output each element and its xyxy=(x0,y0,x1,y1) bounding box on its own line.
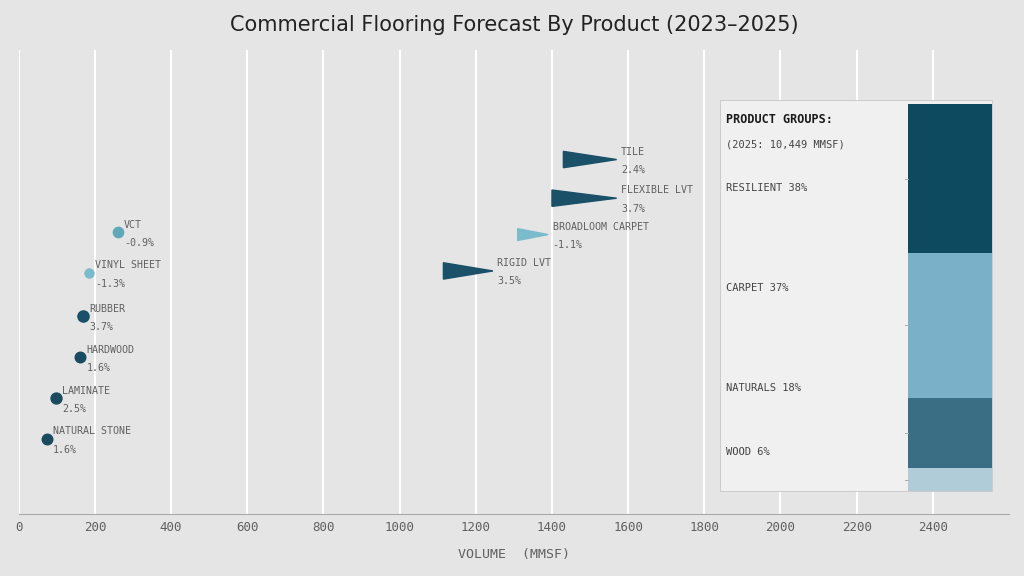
Point xyxy=(81,268,97,278)
Bar xyxy=(908,104,992,253)
Point xyxy=(73,353,89,362)
Bar xyxy=(908,397,992,468)
Point xyxy=(48,393,65,403)
Polygon shape xyxy=(443,263,493,279)
Text: 2.4%: 2.4% xyxy=(622,165,645,175)
Text: 1.5%: 1.5% xyxy=(892,165,915,175)
Text: RUBBER: RUBBER xyxy=(89,304,126,314)
Text: CARPET TILE: CARPET TILE xyxy=(892,147,957,157)
Point xyxy=(110,228,126,237)
Text: RIGID LVT: RIGID LVT xyxy=(498,258,552,268)
Polygon shape xyxy=(552,190,616,206)
Polygon shape xyxy=(834,151,887,168)
Text: 2.5%: 2.5% xyxy=(62,404,86,414)
Point xyxy=(39,434,55,444)
Text: 1.6%: 1.6% xyxy=(87,363,111,373)
Text: -1.1%: -1.1% xyxy=(553,240,583,250)
Title: Commercial Flooring Forecast By Product (2023–2025): Commercial Flooring Forecast By Product … xyxy=(229,15,798,35)
Text: -0.9%: -0.9% xyxy=(124,238,154,248)
Text: 3.7%: 3.7% xyxy=(622,204,645,214)
Text: NATURALS 18%: NATURALS 18% xyxy=(726,383,802,393)
Text: TILE: TILE xyxy=(622,147,645,157)
Text: 3.5%: 3.5% xyxy=(498,276,521,286)
Text: VINYL SHEET: VINYL SHEET xyxy=(95,260,162,271)
Text: VCT: VCT xyxy=(124,219,142,230)
Text: CARPET 37%: CARPET 37% xyxy=(726,283,788,293)
Bar xyxy=(908,253,992,397)
Point xyxy=(76,312,92,321)
Text: 3.7%: 3.7% xyxy=(89,322,114,332)
Text: -1.3%: -1.3% xyxy=(95,279,125,289)
Text: NATURAL STONE: NATURAL STONE xyxy=(53,426,131,437)
Text: BROADLOOM CARPET: BROADLOOM CARPET xyxy=(553,222,649,232)
Polygon shape xyxy=(518,229,548,240)
Polygon shape xyxy=(563,151,616,168)
X-axis label: VOLUME  (MMSF): VOLUME (MMSF) xyxy=(458,548,570,561)
Bar xyxy=(908,468,992,491)
Text: PRODUCT GROUPS:: PRODUCT GROUPS: xyxy=(726,113,834,126)
Text: (2025: 10,449 MMSF): (2025: 10,449 MMSF) xyxy=(726,139,845,149)
Bar xyxy=(720,100,992,491)
Text: FLEXIBLE LVT: FLEXIBLE LVT xyxy=(622,185,693,195)
Text: RESILIENT 38%: RESILIENT 38% xyxy=(726,183,808,194)
Text: HARDWOOD: HARDWOOD xyxy=(87,344,134,355)
Text: LAMINATE: LAMINATE xyxy=(62,385,111,396)
Text: 1.6%: 1.6% xyxy=(53,445,77,454)
Text: WOOD 6%: WOOD 6% xyxy=(726,448,770,457)
